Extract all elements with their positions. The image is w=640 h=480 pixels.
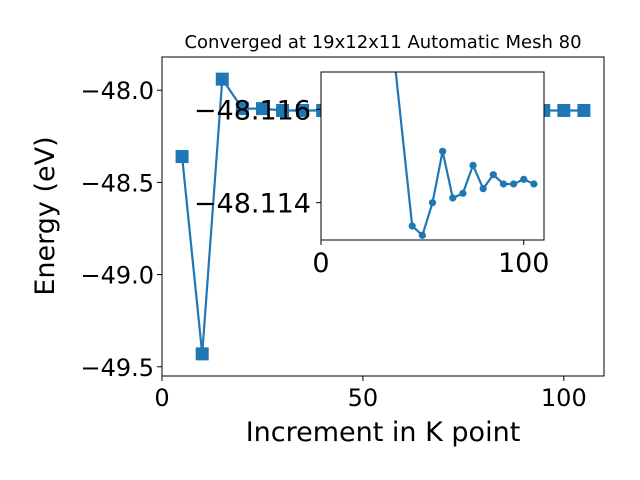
inset-background [321, 72, 544, 240]
inset-y-tick-label: −48.114 [194, 189, 311, 220]
inset-chart: 0 100 −48.116 −48.114 [194, 71, 550, 279]
main-y-tick-label: −49.5 [80, 354, 154, 382]
inset-y-tick-label: −48.116 [194, 95, 311, 126]
inset-data-point [449, 194, 457, 202]
inset-x-ticks: 0 100 [312, 240, 550, 279]
inset-data-point [489, 171, 497, 179]
main-data-point [175, 150, 189, 164]
main-data-point [296, 103, 310, 117]
main-data-point [195, 347, 209, 361]
main-data-point [215, 72, 229, 86]
main-axes-frame [161, 56, 605, 377]
inset-series-group [394, 72, 538, 239]
main-y-tick-label: −48.0 [80, 77, 154, 105]
main-x-tick-label: 100 [541, 384, 587, 412]
main-x-tick-label: 50 [348, 384, 379, 412]
main-y-tick-label: −48.5 [80, 169, 154, 197]
inset-data-point [499, 180, 508, 188]
inset-axes-frame [320, 71, 545, 241]
inset-data-point [428, 199, 437, 207]
main-x-ticks: 0 50 100 [154, 376, 587, 412]
y-axis-label: Energy (eV) [30, 136, 61, 295]
inset-data-point [459, 189, 467, 197]
chart-title: Converged at 19x12x11 Automatic Mesh 80 [184, 32, 581, 53]
inset-data-point [469, 161, 477, 169]
inset-data-point [479, 185, 487, 193]
inset-plot-area [394, 72, 538, 239]
inset-data-point [530, 180, 538, 188]
inset-data-point [418, 231, 426, 239]
main-y-ticks: −48.0 −48.5 −49.0 −49.5 [80, 77, 162, 382]
inset-data-point [408, 222, 416, 230]
inset-x-tick-label: 100 [498, 248, 550, 279]
x-axis-label: Increment in K point [246, 417, 521, 448]
main-data-point [557, 103, 571, 117]
main-data-point [577, 103, 591, 117]
inset-data-point [439, 147, 447, 155]
inset-data-point [509, 180, 518, 188]
main-data-point [255, 102, 269, 116]
main-y-tick-label: −49.0 [80, 262, 154, 290]
main-x-tick-label: 0 [154, 384, 169, 412]
inset-x-tick-label: 0 [312, 248, 329, 279]
inset-data-point [520, 175, 528, 183]
main-data-point [276, 103, 290, 117]
main-data-point [235, 102, 249, 116]
inset-y-ticks: −48.116 −48.114 [194, 95, 321, 220]
